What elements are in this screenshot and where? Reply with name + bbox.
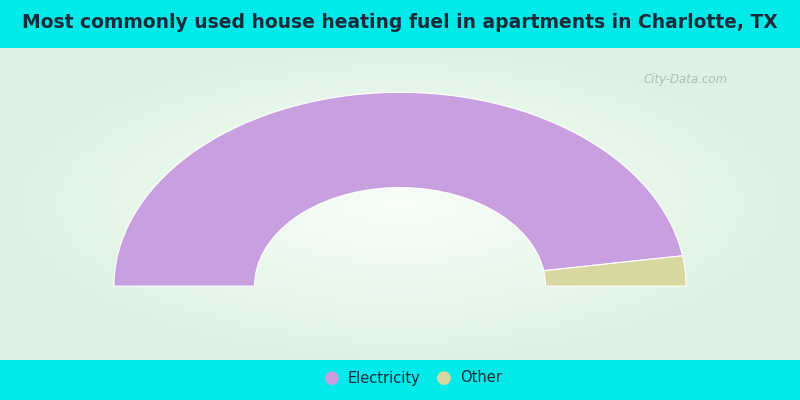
Wedge shape [114, 92, 682, 286]
Text: City-Data.com: City-Data.com [643, 73, 727, 86]
Text: ●: ● [324, 369, 340, 387]
Text: Most commonly used house heating fuel in apartments in Charlotte, TX: Most commonly used house heating fuel in… [22, 12, 778, 32]
Wedge shape [544, 256, 686, 286]
Text: Electricity: Electricity [348, 370, 421, 386]
Text: ●: ● [436, 369, 452, 387]
Text: Other: Other [460, 370, 502, 386]
